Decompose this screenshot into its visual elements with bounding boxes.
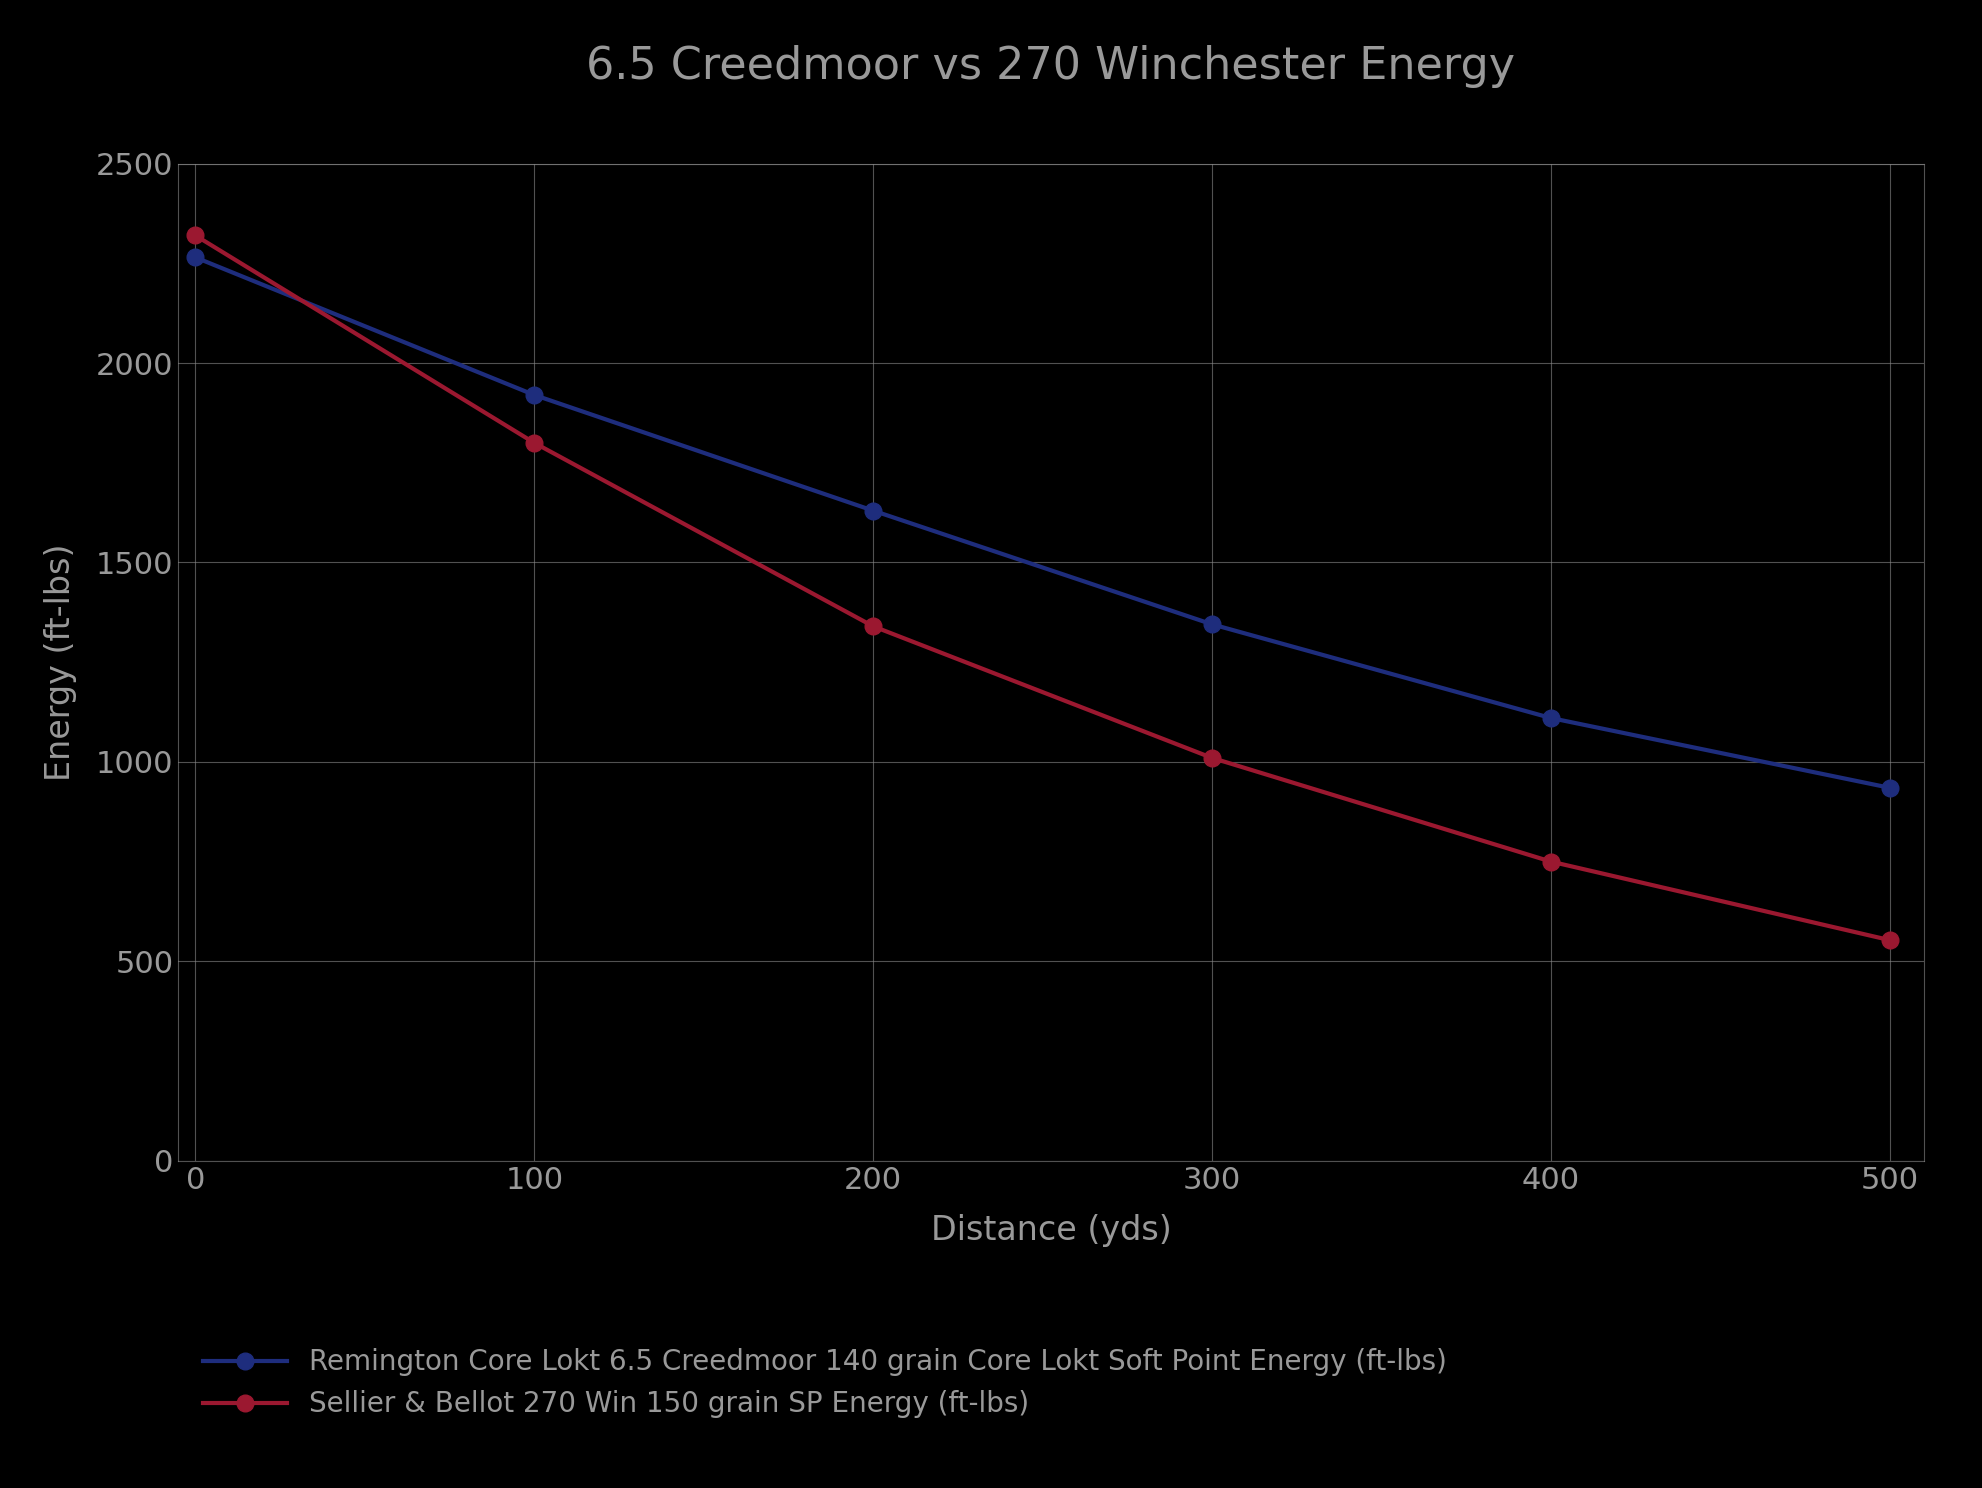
Legend: Remington Core Lokt 6.5 Creedmoor 140 grain Core Lokt Soft Point Energy (ft-lbs): Remington Core Lokt 6.5 Creedmoor 140 gr… bbox=[192, 1338, 1457, 1430]
Sellier & Bellot 270 Win 150 grain SP Energy (ft-lbs) bbox=[860, 618, 884, 635]
Remington Core Lokt 6.5 Creedmoor 140 grain Core Lokt Soft Point Energy (ft-lbs) bbox=[1199, 616, 1223, 634]
Title: 6.5 Creedmoor vs 270 Winchester Energy: 6.5 Creedmoor vs 270 Winchester Energy bbox=[587, 45, 1514, 88]
Sellier & Bellot 270 Win 150 grain SP Energy (ft-lbs) bbox=[1538, 853, 1562, 870]
Line: Remington Core Lokt 6.5 Creedmoor 140 grain Core Lokt Soft Point Energy (ft-lbs): Remington Core Lokt 6.5 Creedmoor 140 gr… bbox=[186, 248, 1897, 796]
X-axis label: Distance (yds): Distance (yds) bbox=[930, 1214, 1171, 1247]
Y-axis label: Energy (ft-lbs): Energy (ft-lbs) bbox=[44, 543, 77, 781]
Sellier & Bellot 270 Win 150 grain SP Energy (ft-lbs) bbox=[521, 434, 545, 452]
Remington Core Lokt 6.5 Creedmoor 140 grain Core Lokt Soft Point Energy (ft-lbs) bbox=[1538, 710, 1562, 728]
Remington Core Lokt 6.5 Creedmoor 140 grain Core Lokt Soft Point Energy (ft-lbs) bbox=[521, 385, 545, 403]
Remington Core Lokt 6.5 Creedmoor 140 grain Core Lokt Soft Point Energy (ft-lbs) bbox=[184, 248, 208, 266]
Sellier & Bellot 270 Win 150 grain SP Energy (ft-lbs) bbox=[184, 226, 208, 244]
Sellier & Bellot 270 Win 150 grain SP Energy (ft-lbs) bbox=[1199, 748, 1223, 766]
Remington Core Lokt 6.5 Creedmoor 140 grain Core Lokt Soft Point Energy (ft-lbs) bbox=[1877, 778, 1901, 796]
Sellier & Bellot 270 Win 150 grain SP Energy (ft-lbs) bbox=[1877, 931, 1901, 949]
Remington Core Lokt 6.5 Creedmoor 140 grain Core Lokt Soft Point Energy (ft-lbs) bbox=[860, 501, 884, 519]
Line: Sellier & Bellot 270 Win 150 grain SP Energy (ft-lbs): Sellier & Bellot 270 Win 150 grain SP En… bbox=[186, 228, 1897, 948]
